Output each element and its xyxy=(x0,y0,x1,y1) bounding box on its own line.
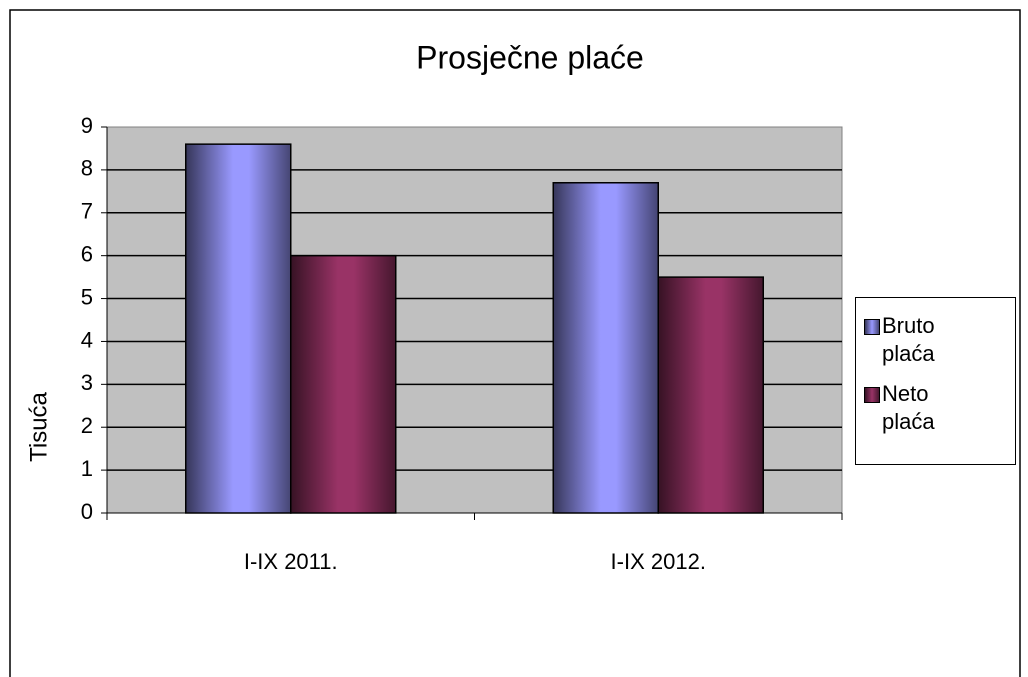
y-tick-label: 9 xyxy=(81,113,93,138)
y-tick-label: 8 xyxy=(81,156,93,181)
y-tick-label: 5 xyxy=(81,284,93,309)
chart-title: Prosječne plaće xyxy=(416,39,644,75)
y-tick-label: 0 xyxy=(81,499,93,524)
y-tick-label: 7 xyxy=(81,199,93,224)
y-tick-label: 1 xyxy=(81,456,93,481)
y-axis-label: Tisuća xyxy=(25,391,52,461)
y-tick-label: 3 xyxy=(81,370,93,395)
y-tick-label: 4 xyxy=(81,327,93,352)
legend-label: Neto plaća xyxy=(882,381,935,434)
bar xyxy=(185,143,292,514)
legend-label: Bruto plaća xyxy=(882,313,935,366)
legend-item: Bruto plaća xyxy=(864,312,1015,368)
bar xyxy=(552,182,659,514)
x-tick-label: I-IX 2012. xyxy=(611,549,706,574)
legend-item: Neto plaća xyxy=(864,380,1015,436)
y-tick-label: 2 xyxy=(81,413,93,438)
legend-swatch xyxy=(864,387,880,403)
x-tick-label: I-IX 2011. xyxy=(244,549,338,574)
legend-swatch xyxy=(864,319,880,335)
bar xyxy=(657,276,764,514)
y-tick-label: 6 xyxy=(81,241,93,266)
legend: Bruto plaća Neto plaća xyxy=(855,297,1016,465)
bar xyxy=(290,254,397,514)
